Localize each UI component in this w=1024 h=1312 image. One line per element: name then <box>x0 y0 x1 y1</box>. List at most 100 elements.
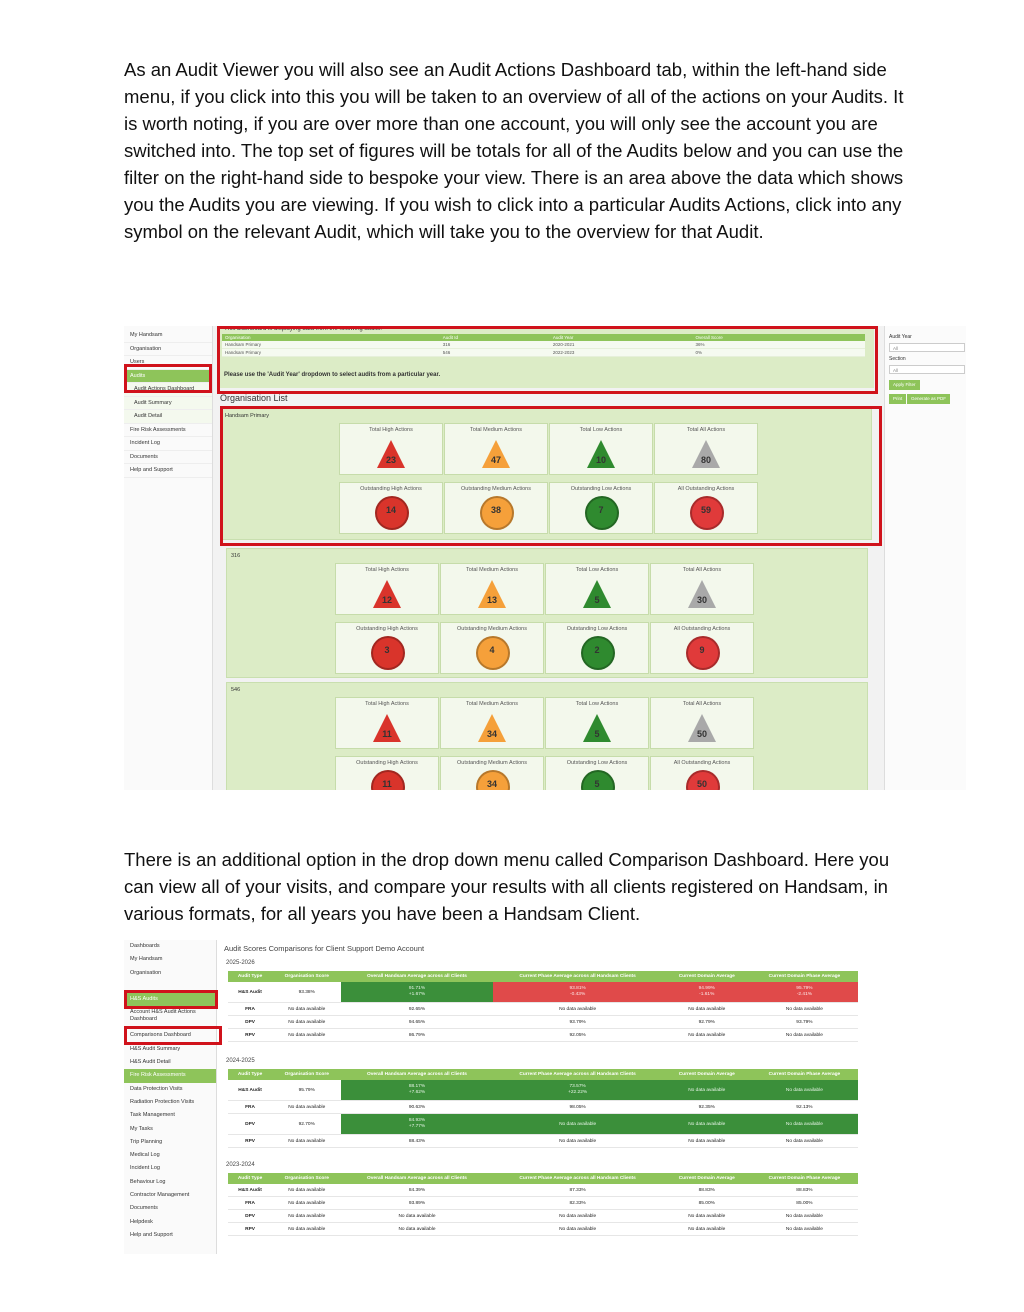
sidebar-item[interactable]: Documents <box>124 451 212 464</box>
circle-icon[interactable] <box>690 496 724 530</box>
sidebar-item[interactable]: My Tasks <box>130 1125 153 1132</box>
table-cell: 2020-2021 <box>549 341 693 349</box>
sidebar-item[interactable]: Organisation <box>130 969 162 976</box>
sidebar-item[interactable]: Trip Planning <box>130 1138 163 1145</box>
sidebar-item[interactable]: H&S Audits <box>124 993 216 1007</box>
sidebar-item[interactable]: Incident Log <box>124 437 212 451</box>
sidebar-item[interactable]: Fire Risk Assessments <box>124 1069 216 1083</box>
table-cell: 90.63% <box>341 1100 493 1114</box>
generate-pdf-button[interactable]: Generate as PDF <box>907 394 951 404</box>
sidebar-item[interactable]: Contractor Management <box>130 1192 190 1199</box>
apply-filter-button[interactable]: Apply Filter <box>889 380 920 390</box>
outstanding-action-tile[interactable]: Outstanding Medium Actions 34 <box>440 756 544 790</box>
total-action-tile[interactable]: Total High Actions 11 <box>335 697 439 749</box>
sidebar-item[interactable]: Medical Log <box>130 1152 160 1159</box>
total-action-tile[interactable]: Total Medium Actions 47 <box>444 423 548 475</box>
total-action-tile[interactable]: Total Low Actions 10 <box>549 423 653 475</box>
sidebar-item[interactable]: Behaviour Log <box>130 1178 166 1185</box>
outstanding-action-tile[interactable]: Outstanding High Actions 11 <box>335 756 439 790</box>
table-cell: No data available <box>272 1222 342 1236</box>
sidebar-item[interactable]: My Handsam <box>124 329 212 343</box>
total-action-tile[interactable]: Total All Actions 50 <box>650 697 754 749</box>
triangle-icon[interactable] <box>587 440 615 468</box>
triangle-icon[interactable] <box>478 580 506 608</box>
total-action-tile[interactable]: Total High Actions 12 <box>335 563 439 615</box>
sidebar-item[interactable]: Account H&S Audit Actions Dashboard <box>130 1009 196 1023</box>
tile-title: Total All Actions <box>682 701 722 707</box>
triangle-icon[interactable] <box>478 714 506 742</box>
triangle-icon[interactable] <box>583 580 611 608</box>
sidebar-item[interactable]: Helpdesk <box>130 1218 153 1225</box>
sidebar-item[interactable]: Help and Support <box>124 464 212 478</box>
circle-icon[interactable] <box>371 636 405 670</box>
table-cell: No data available <box>492 1222 663 1236</box>
sidebar-item[interactable]: Radiation Protection Visits <box>130 1098 195 1105</box>
sidebar-item[interactable]: Data Protection Visits <box>130 1085 183 1092</box>
sidebar-item[interactable]: My Handsam <box>130 956 163 963</box>
total-action-tile[interactable]: Total Medium Actions 34 <box>440 697 544 749</box>
sidebar-item[interactable]: Incident Log <box>130 1165 160 1172</box>
sidebar-item[interactable]: H&S Audit Summary <box>130 1045 181 1052</box>
circle-icon[interactable] <box>686 636 720 670</box>
sidebar-item[interactable]: Documents <box>130 1205 158 1212</box>
outstanding-action-tile[interactable]: Outstanding Low Actions 2 <box>545 622 649 674</box>
triangle-icon[interactable] <box>373 580 401 608</box>
sidebar-item[interactable]: Fire Risk Assessments <box>124 424 212 437</box>
filter-panel: Audit Year All Section All Apply Filter … <box>884 326 966 790</box>
audit-year-select[interactable]: All <box>889 343 965 352</box>
sidebar-item[interactable]: Task Management <box>130 1112 175 1119</box>
sidebar-item[interactable]: Help and Support <box>130 1231 173 1238</box>
outstanding-action-tile[interactable]: Outstanding Medium Actions 4 <box>440 622 544 674</box>
audit-actions-dashboard-screenshot: My Handsam Organisation Users Audits Audit A… <box>124 326 966 790</box>
circle-icon[interactable] <box>585 496 619 530</box>
circle-icon[interactable] <box>375 496 409 530</box>
table-header: Audit Id <box>439 334 550 341</box>
table-cell: 73.57% +22.22% <box>492 1080 663 1101</box>
sidebar-item[interactable]: Audit Actions Dashboard <box>124 383 212 397</box>
circle-icon[interactable] <box>581 636 615 670</box>
sidebar-item[interactable]: Dashboards <box>130 943 160 949</box>
triangle-icon[interactable] <box>688 714 716 742</box>
outstanding-action-tile[interactable]: Outstanding Low Actions 7 <box>549 482 653 534</box>
triangle-icon[interactable] <box>482 440 510 468</box>
print-button[interactable]: Print <box>889 394 907 404</box>
sidebar-item[interactable]: Organisation <box>124 343 212 356</box>
total-action-tile[interactable]: Total Low Actions 5 <box>545 563 649 615</box>
sidebar-item[interactable]: Comparisons Dashboard <box>130 1032 191 1039</box>
outstanding-action-tile[interactable]: Outstanding Medium Actions 38 <box>444 482 548 534</box>
sidebar-item[interactable]: Users <box>124 356 212 370</box>
outstanding-action-tile[interactable]: All Outstanding Actions 59 <box>654 482 758 534</box>
table-cell: FRA <box>228 1002 273 1016</box>
table-cell: 2022-2023 <box>549 348 693 357</box>
triangle-icon[interactable] <box>692 440 720 468</box>
section-select[interactable]: All <box>889 365 965 374</box>
outstanding-action-tile[interactable]: Outstanding Low Actions 5 <box>545 756 649 790</box>
table-row: RPV No data available 86.79% 92.05% No data … <box>228 1028 858 1042</box>
total-action-tile[interactable]: Total Medium Actions 13 <box>440 563 544 615</box>
sidebar-item[interactable]: Audits <box>124 369 212 383</box>
table-cell: No data available <box>662 1222 751 1236</box>
total-action-tile[interactable]: Total All Actions 30 <box>650 563 754 615</box>
sidebar-item[interactable] <box>124 980 216 993</box>
sidebar-item[interactable]: Audit Summary <box>124 396 212 410</box>
table-cell: 92.79% <box>662 1015 751 1029</box>
total-action-tile[interactable]: Total High Actions 23 <box>339 423 443 475</box>
outstanding-action-tile[interactable]: All Outstanding Actions 9 <box>650 622 754 674</box>
table-cell: No data available <box>272 1196 342 1210</box>
total-action-tile[interactable]: Total All Actions 80 <box>654 423 758 475</box>
outstanding-action-tile[interactable]: Outstanding High Actions 3 <box>335 622 439 674</box>
sidebar-item[interactable]: Audit Detail <box>124 410 212 424</box>
triangle-icon[interactable] <box>377 440 405 468</box>
column-header: Audit Type <box>228 971 273 982</box>
table-cell: No data available <box>662 1080 751 1101</box>
circle-icon[interactable] <box>476 636 510 670</box>
triangle-icon[interactable] <box>583 714 611 742</box>
triangle-icon[interactable] <box>373 714 401 742</box>
triangle-icon[interactable] <box>688 580 716 608</box>
total-action-tile[interactable]: Total Low Actions 5 <box>545 697 649 749</box>
outstanding-action-tile[interactable]: All Outstanding Actions 50 <box>650 756 754 790</box>
circle-icon[interactable] <box>480 496 514 530</box>
sidebar-item[interactable]: H&S Audit Detail <box>130 1059 171 1066</box>
outstanding-action-tile[interactable]: Outstanding High Actions 14 <box>339 482 443 534</box>
tile-value: 5 <box>594 779 600 789</box>
